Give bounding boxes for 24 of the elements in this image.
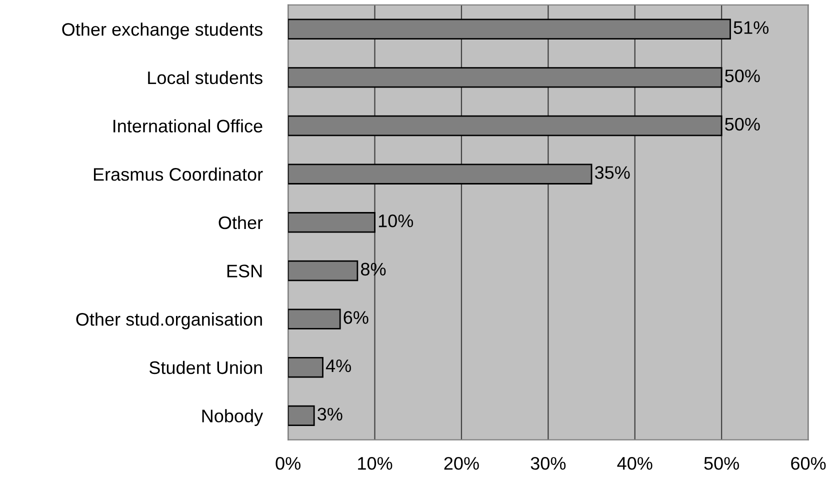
y-tick-label: Other exchange students [62, 22, 262, 40]
x-tick-label: 20% [444, 456, 479, 470]
data-label: 6% [344, 311, 368, 324]
x-tick-label: 30% [530, 456, 566, 470]
y-tick-label: Nobody [202, 409, 264, 426]
data-label: 50% [725, 118, 760, 131]
y-tick-label: Other [218, 216, 263, 230]
data-label: 35% [594, 166, 630, 179]
x-tick-label: 0% [276, 456, 300, 470]
y-tick-label: Other stud.organisation [76, 312, 262, 330]
y-tick-label: International Office [114, 119, 262, 132]
y-tick-label: Student Union [149, 360, 262, 374]
x-tick-label: 60% [791, 456, 826, 470]
x-tick-label: 50% [704, 456, 740, 470]
y-tick-label: ESN [227, 264, 262, 278]
data-label: 51% [734, 21, 769, 34]
data-label: 10% [378, 214, 414, 228]
data-label: 50% [725, 70, 760, 82]
x-tick-label: 40% [617, 456, 652, 470]
y-tick-label: Erasmus Coordinator [94, 168, 263, 181]
x-tick-label: 10% [358, 456, 392, 470]
data-label: 4% [326, 360, 351, 372]
y-tick-label: Local students [148, 70, 262, 84]
data-label: 3% [318, 408, 342, 421]
